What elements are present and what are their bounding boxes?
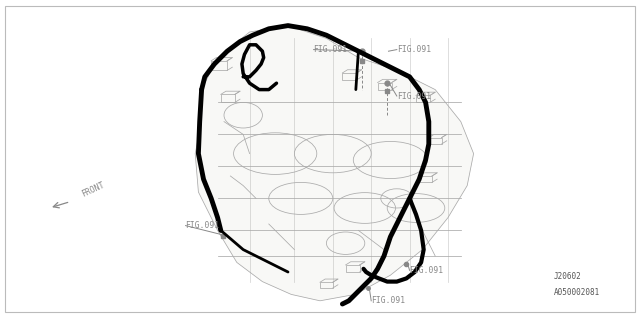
Bar xyxy=(320,282,333,288)
Text: FRONT: FRONT xyxy=(80,180,106,199)
Bar xyxy=(378,83,392,90)
Text: FIG.091: FIG.091 xyxy=(397,45,431,54)
Bar xyxy=(342,73,356,80)
Bar xyxy=(419,176,432,182)
Text: FIG.091: FIG.091 xyxy=(314,45,348,54)
Text: J20602: J20602 xyxy=(554,272,581,281)
Polygon shape xyxy=(195,26,474,301)
Text: FIG.091: FIG.091 xyxy=(371,296,405,305)
Bar xyxy=(416,95,430,102)
Bar xyxy=(211,61,227,70)
Bar xyxy=(429,138,442,144)
Bar xyxy=(221,94,235,102)
Text: FIG.091: FIG.091 xyxy=(397,92,431,100)
Text: A050002081: A050002081 xyxy=(554,288,600,297)
Bar xyxy=(346,265,360,272)
Text: FIG.091: FIG.091 xyxy=(186,221,220,230)
Text: FIG.091: FIG.091 xyxy=(410,266,444,275)
